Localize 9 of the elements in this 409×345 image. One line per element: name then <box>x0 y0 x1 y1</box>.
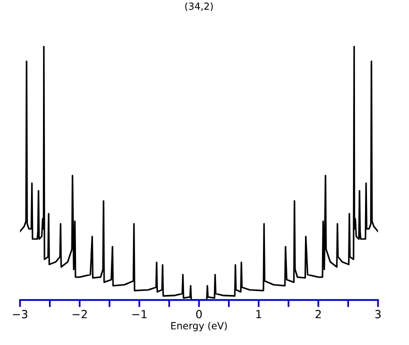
x-axis-title: Energy (eV) <box>171 322 227 332</box>
chart-title: (34,2) <box>185 2 213 12</box>
x-tick-label: −3 <box>12 310 28 318</box>
x-tick-label: 2 <box>316 310 321 318</box>
x-tick-label: 3 <box>375 310 381 318</box>
x-tick-label: 0 <box>196 310 202 318</box>
x-tick-label: −2 <box>72 310 87 318</box>
x-tick-label: −1 <box>132 310 146 318</box>
x-tick-label: 1 <box>256 310 262 318</box>
